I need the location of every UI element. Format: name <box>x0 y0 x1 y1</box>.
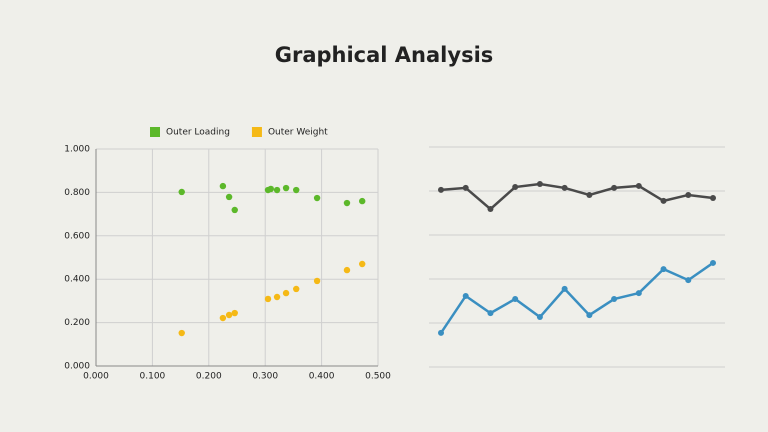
y-tick-label: 0.600 <box>64 231 90 241</box>
line-point <box>660 266 667 273</box>
line-series <box>440 182 714 211</box>
y-tick-label: 0.400 <box>64 275 90 285</box>
scatter-point <box>273 186 281 194</box>
line-point <box>660 197 667 204</box>
line-point <box>685 191 692 198</box>
scatter-point <box>225 193 233 201</box>
legend-label: Outer Loading <box>166 128 230 138</box>
x-tick-label: 0.500 <box>365 372 391 382</box>
scatter-point <box>219 182 227 190</box>
line-point <box>438 186 444 193</box>
legend-swatch <box>251 127 262 137</box>
line-point <box>462 184 469 191</box>
line-point <box>586 312 593 319</box>
x-tick-label: 0.200 <box>196 372 222 382</box>
scatter-point <box>359 260 366 268</box>
scatter-point <box>273 293 281 301</box>
scatter-point <box>343 199 351 207</box>
scatter-point <box>313 194 321 202</box>
line-point <box>710 259 716 266</box>
scatter-point <box>293 285 300 293</box>
y-tick-label: 0.200 <box>64 318 90 328</box>
line-point <box>487 310 494 317</box>
x-tick-label: 0.300 <box>252 372 278 382</box>
line-point <box>462 292 469 299</box>
line-point <box>536 180 543 187</box>
y-tick-label: 1.000 <box>64 145 90 155</box>
scatter-point <box>178 188 185 196</box>
scatter-point <box>359 197 366 205</box>
line-series <box>439 261 714 334</box>
scatter-point <box>178 329 185 337</box>
scatter-point <box>282 289 290 297</box>
scatter-point <box>293 186 300 194</box>
line-point <box>561 184 568 191</box>
x-tick-label: 0.400 <box>309 372 335 382</box>
line-point <box>586 191 593 198</box>
scatter-point <box>231 206 238 214</box>
line-point <box>710 195 716 202</box>
scatter-point <box>219 314 227 322</box>
line-point <box>635 290 642 297</box>
y-tick-label: 0.800 <box>64 188 90 198</box>
line-point <box>635 182 642 189</box>
slide-title: Graphical Analysis <box>275 43 494 67</box>
line-point <box>685 277 692 284</box>
scatter-point <box>231 309 238 317</box>
line-point <box>438 329 444 336</box>
line-point <box>536 314 543 321</box>
line-point <box>487 206 494 213</box>
line-point <box>512 296 519 303</box>
scatter-point <box>343 266 351 274</box>
scatter-point <box>267 185 275 193</box>
line-point <box>611 296 618 303</box>
line-point <box>611 184 618 191</box>
legend-label: Outer Weight <box>268 128 328 138</box>
scatter-point <box>313 277 321 285</box>
legend-swatch <box>150 127 160 137</box>
scatter-point <box>225 311 233 319</box>
line-point <box>561 285 568 292</box>
line-point <box>512 184 519 191</box>
x-tick-label: 0.100 <box>140 372 166 382</box>
scatter-point <box>282 184 290 192</box>
y-tick-label: 0.000 <box>64 362 90 372</box>
scatter-point <box>264 295 272 303</box>
x-tick-label: 0.000 <box>83 372 109 382</box>
